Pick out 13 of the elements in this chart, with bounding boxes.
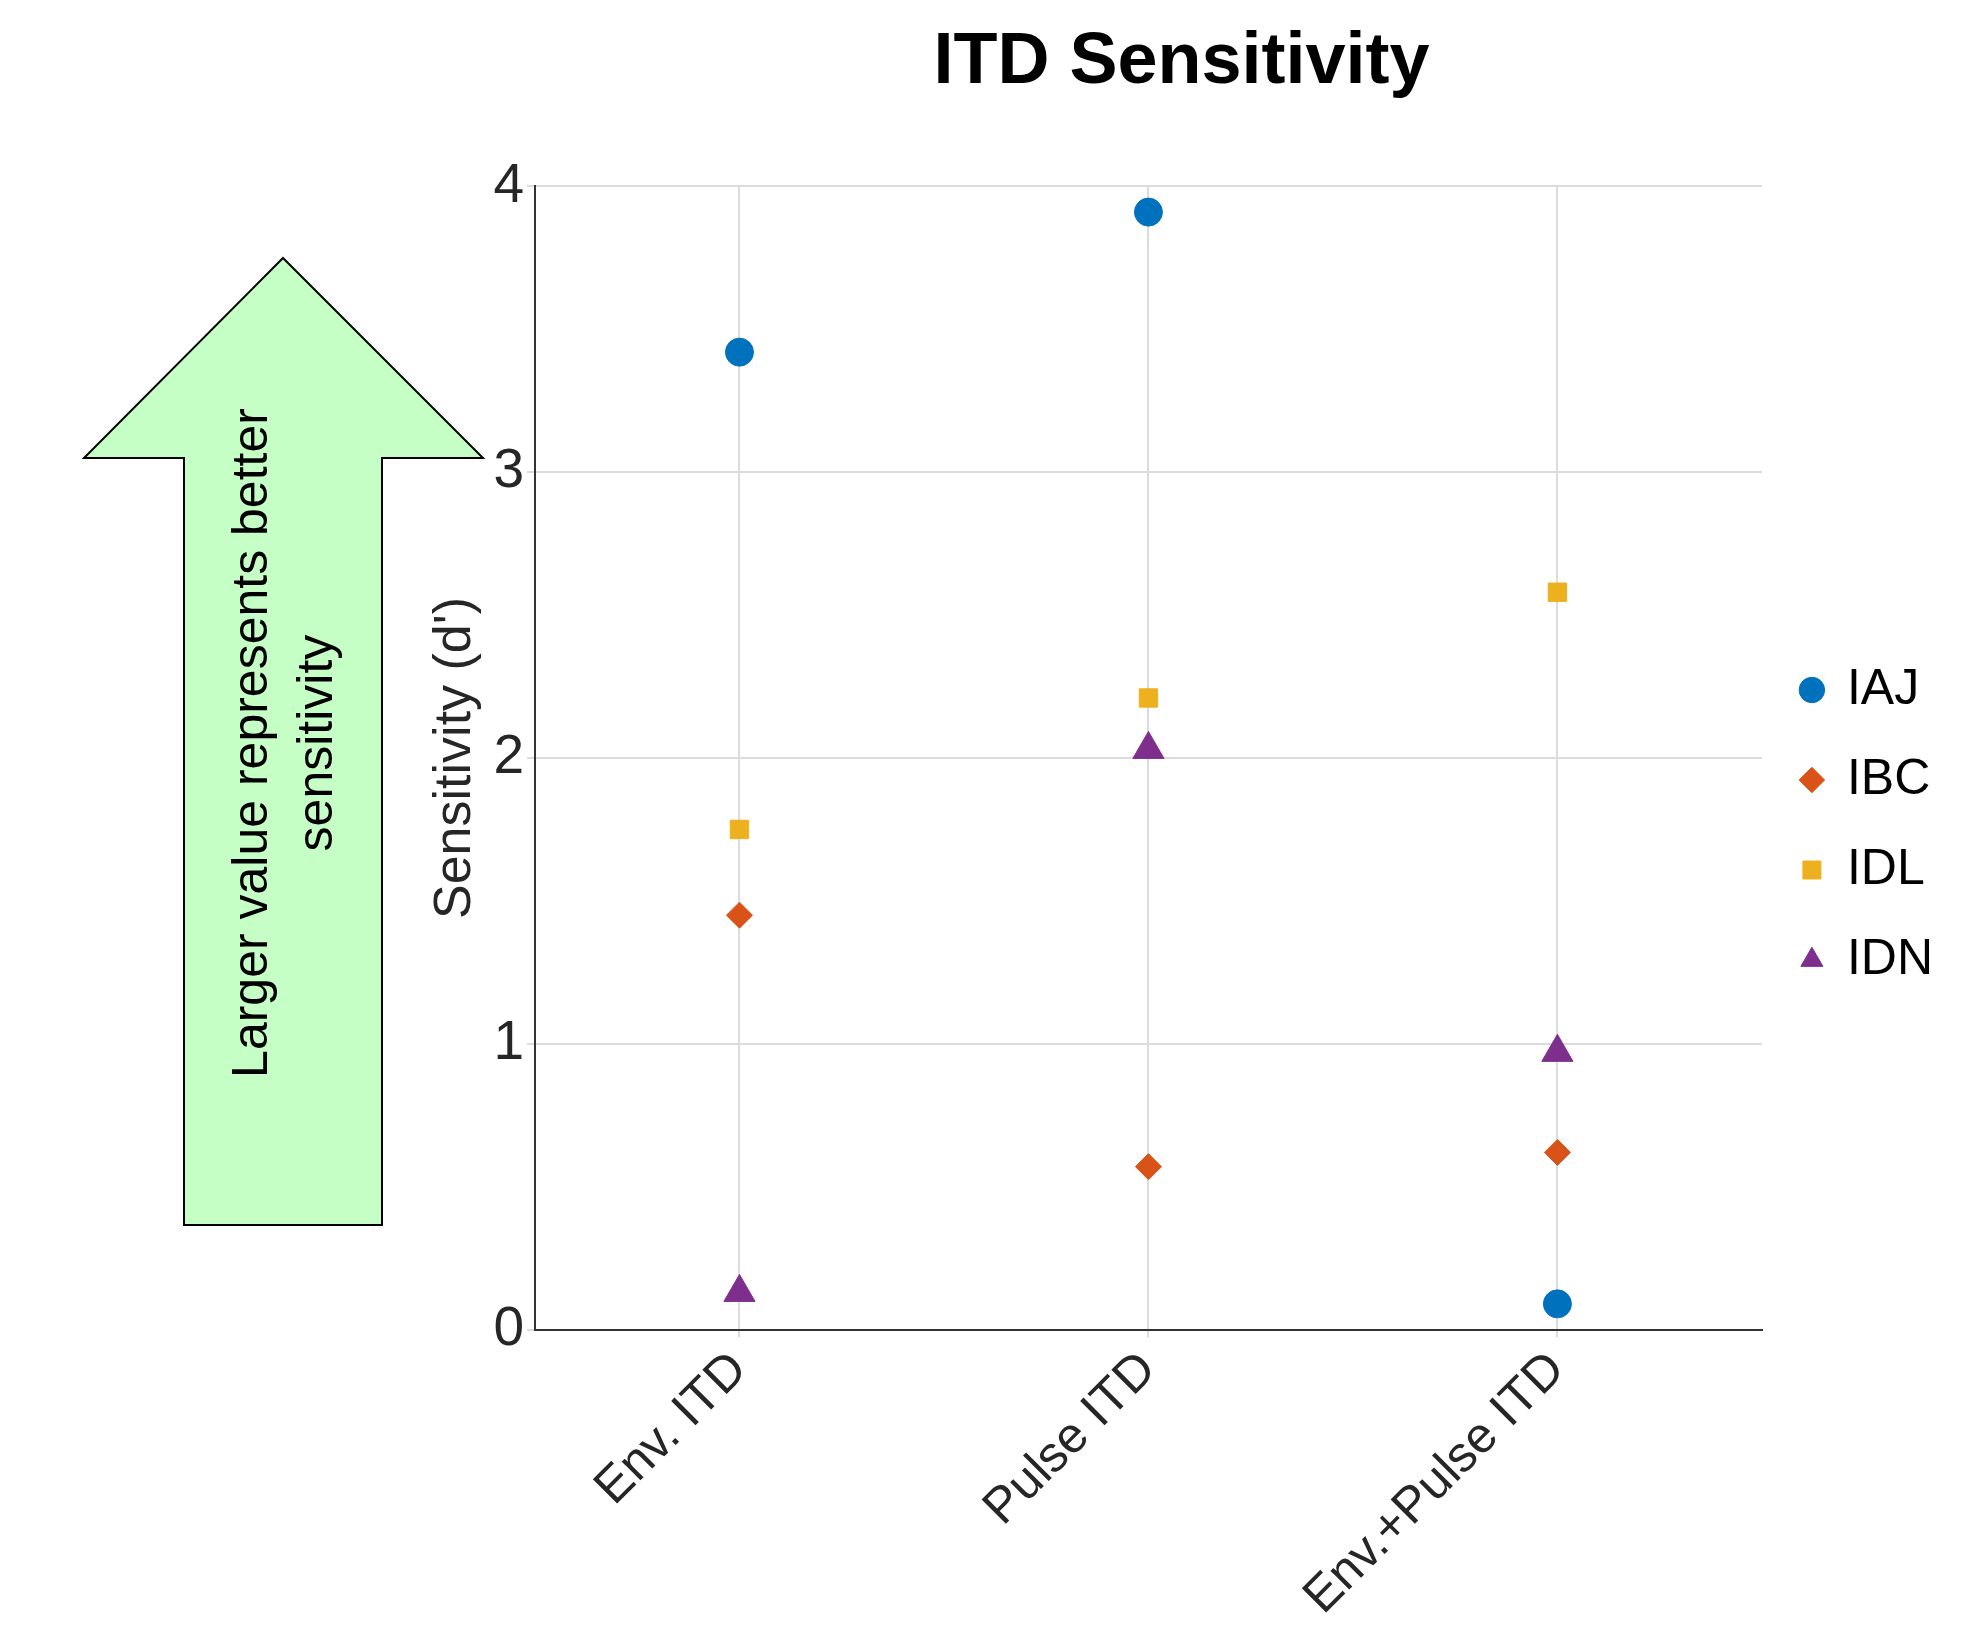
x-tick-label: Env. ITD xyxy=(582,1339,757,1515)
legend-label: IBC xyxy=(1846,748,1931,805)
y-tick-label: 4 xyxy=(493,151,524,214)
legend-label: IAJ xyxy=(1846,658,1920,715)
y-tick-label: 1 xyxy=(493,1008,524,1071)
y-tick-label: 0 xyxy=(493,1294,524,1357)
legend-label: IDL xyxy=(1846,838,1925,895)
y-tick-label: 3 xyxy=(493,437,524,500)
y-tick-label: 2 xyxy=(493,723,524,786)
y-axis-title: Sensitivity (d') xyxy=(422,596,481,919)
chart-title: ITD Sensitivity xyxy=(933,18,1430,99)
text: Larger value represents better sensitivity xyxy=(221,407,344,1080)
legend-label: IDN xyxy=(1846,928,1933,985)
